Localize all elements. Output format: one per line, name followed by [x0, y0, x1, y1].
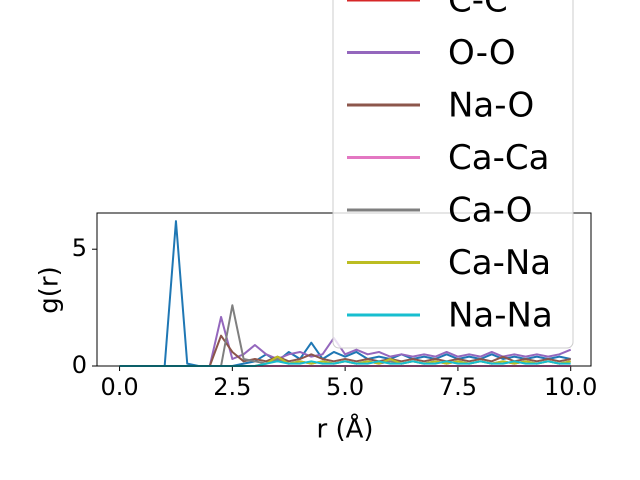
- x-tick-label: 5.0: [326, 373, 364, 401]
- x-tick-label: 10.0: [544, 373, 597, 401]
- y-tick-label: 0: [72, 351, 87, 379]
- legend-label: Ca-O: [448, 191, 533, 231]
- x-axis-label: r (Å): [316, 413, 373, 445]
- x-tick-label: 0.0: [100, 373, 138, 401]
- y-tick-label: 5: [72, 234, 87, 262]
- y-axis-label: g(r): [35, 266, 65, 313]
- legend-label: Na-O: [448, 86, 534, 126]
- legend-label: Na-Na: [448, 296, 553, 336]
- legend-label: Ca-Na: [448, 243, 551, 283]
- legend-label: O-O: [448, 33, 516, 73]
- x-tick-label: 7.5: [439, 373, 477, 401]
- x-tick-label: 2.5: [213, 373, 251, 401]
- legend-label: C-C: [448, 0, 508, 21]
- legend-box: [332, 0, 574, 349]
- legend-label: Ca-Ca: [448, 138, 549, 178]
